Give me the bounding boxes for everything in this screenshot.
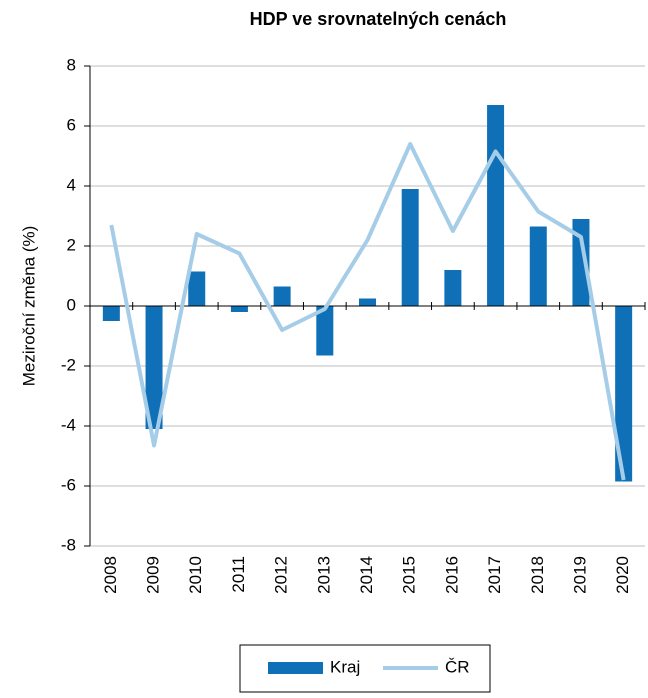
bar bbox=[145, 306, 163, 429]
x-tick-label: 2019 bbox=[570, 556, 589, 594]
x-tick-label: 2012 bbox=[272, 556, 291, 594]
x-tick-label: 2011 bbox=[229, 556, 248, 593]
x-tick-label: 2017 bbox=[485, 556, 504, 594]
bar bbox=[401, 189, 419, 306]
bar bbox=[273, 286, 291, 306]
y-tick-label: 8 bbox=[67, 55, 76, 74]
bar bbox=[615, 306, 633, 482]
y-tick-label: 4 bbox=[67, 175, 76, 194]
x-tick-label: 2013 bbox=[314, 556, 333, 594]
x-tick-label: 2020 bbox=[613, 556, 632, 594]
x-tick-label: 2009 bbox=[144, 556, 163, 594]
y-tick-label: -4 bbox=[61, 415, 76, 434]
bar bbox=[230, 306, 248, 312]
y-tick-label: -2 bbox=[61, 355, 76, 374]
y-tick-label: -6 bbox=[61, 475, 76, 494]
y-tick-label: 6 bbox=[67, 115, 76, 134]
x-tick-label: 2010 bbox=[186, 556, 205, 594]
legend-label: ČR bbox=[445, 657, 470, 676]
legend-label: Kraj bbox=[330, 657, 360, 676]
x-tick-label: 2015 bbox=[400, 556, 419, 594]
x-tick-label: 2014 bbox=[357, 556, 376, 594]
bar bbox=[487, 105, 505, 306]
y-tick-label: -8 bbox=[61, 535, 76, 554]
x-tick-label: 2016 bbox=[442, 556, 461, 594]
bar bbox=[316, 306, 334, 356]
chart-title: HDP ve srovnatelných cenách bbox=[250, 9, 507, 29]
line bbox=[109, 142, 626, 481]
bar bbox=[572, 219, 590, 306]
legend-swatch bbox=[268, 662, 323, 674]
y-axis-label: Meziroční změna (%) bbox=[19, 226, 38, 387]
y-tick-label: 0 bbox=[67, 295, 76, 314]
y-tick-label: 2 bbox=[67, 235, 76, 254]
bar bbox=[188, 271, 206, 306]
x-tick-label: 2018 bbox=[528, 556, 547, 594]
bar bbox=[444, 270, 462, 306]
bar bbox=[102, 306, 120, 321]
bar bbox=[529, 226, 547, 306]
bar bbox=[359, 298, 376, 306]
x-tick-label: 2008 bbox=[101, 556, 120, 594]
